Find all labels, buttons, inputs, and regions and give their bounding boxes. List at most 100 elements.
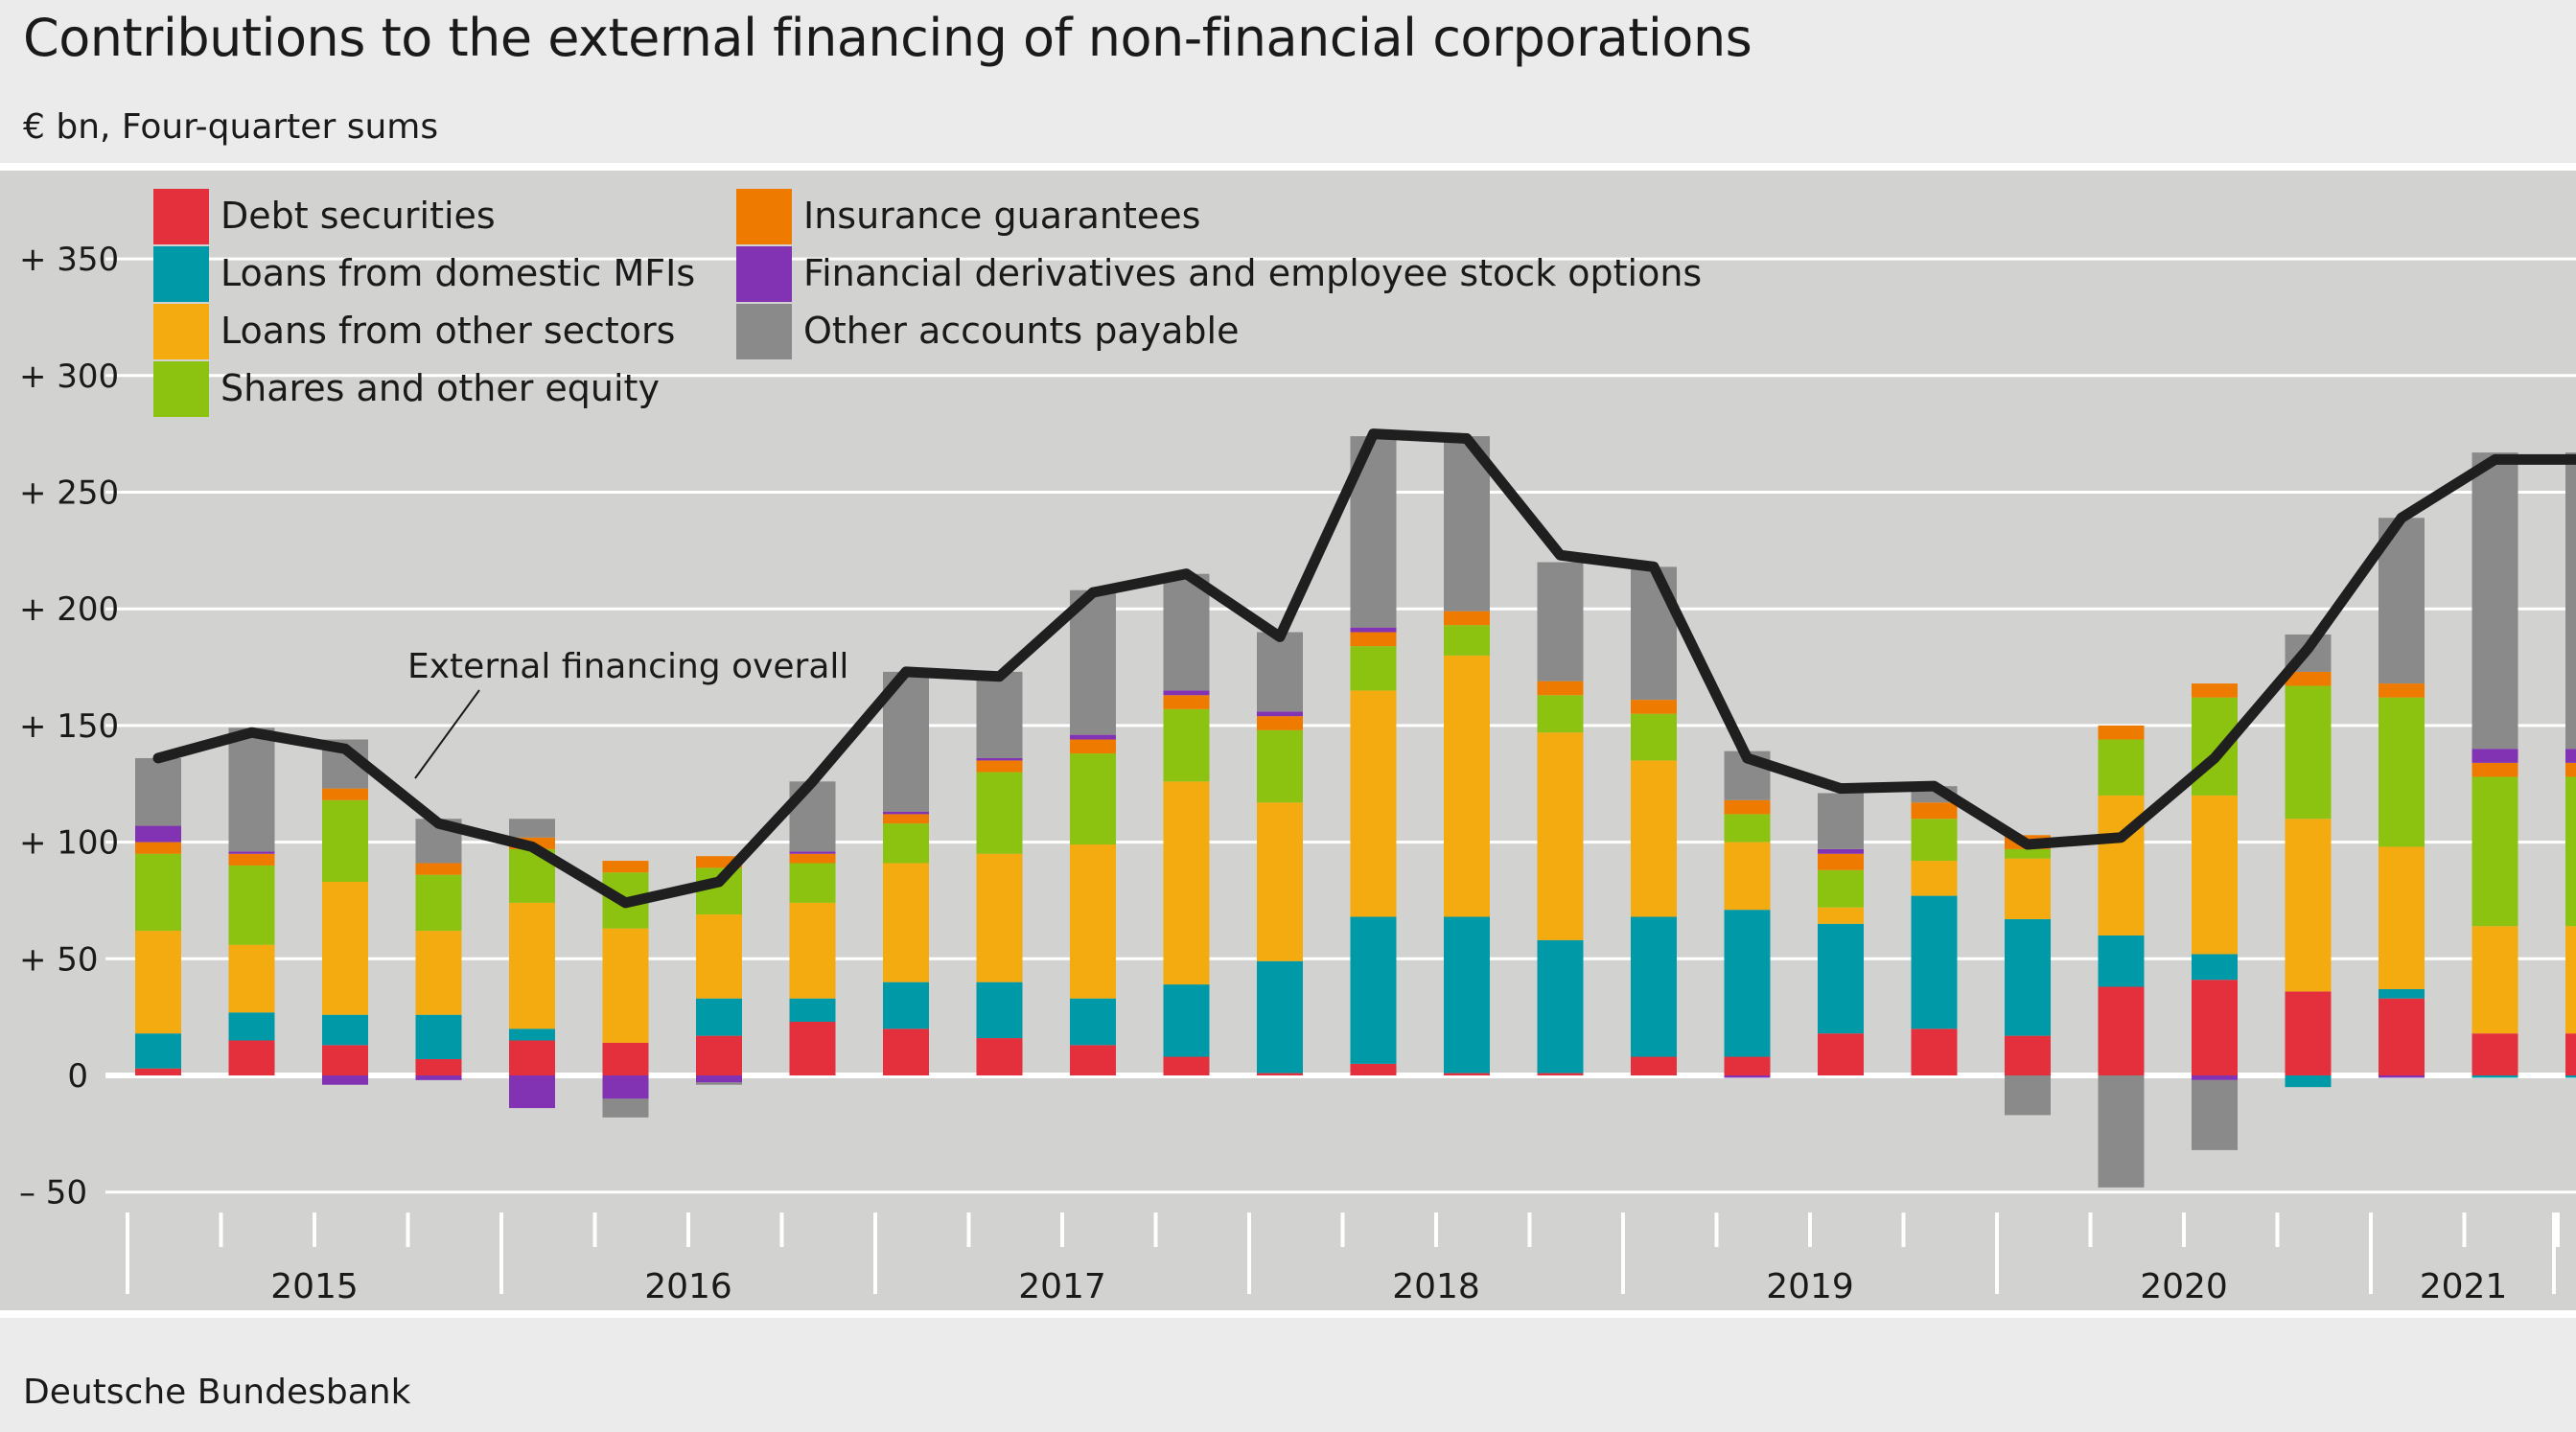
bar-segment-shares_equity: [883, 823, 929, 864]
bar-segment-other_accounts_payable: [135, 757, 181, 826]
bar-segment-loans_other_sectors: [2005, 858, 2051, 919]
bar-segment-loans_domestic_mfis: [322, 1014, 368, 1046]
bar-segment-debt_securities: [2005, 1035, 2051, 1075]
legend-label-loans_domestic_mfis: Loans from domestic MFIs: [220, 252, 695, 294]
bar-segment-loans_other_sectors: [2565, 926, 2576, 1034]
bar-segment-loans_other_sectors: [976, 853, 1023, 982]
bar-segment-financial_derivatives: [602, 1075, 649, 1099]
bar-segment-insurance_guarantees: [2565, 762, 2576, 777]
bar-segment-loans_domestic_mfis: [789, 998, 836, 1023]
bar-segment-debt_securities: [976, 1038, 1023, 1075]
bar-segment-financial_derivatives: [1163, 690, 1210, 696]
bar-segment-shares_equity: [1350, 646, 1397, 691]
bar-segment-financial_derivatives: [135, 825, 181, 843]
bar-segment-loans_domestic_mfis: [1818, 923, 1864, 1034]
bar-segment-debt_securities: [883, 1028, 929, 1075]
bar-segment-loans_other_sectors: [789, 902, 836, 999]
line-annotation-label: External financing overall: [407, 647, 848, 686]
bar-segment-loans_other_sectors: [2285, 819, 2332, 992]
bar-segment-financial_derivatives: [1070, 734, 1116, 740]
bar-segment-insurance_guarantees: [1444, 611, 1490, 626]
bar-segment-loans_other_sectors: [1257, 802, 1303, 961]
bar-segment-shares_equity: [1444, 625, 1490, 656]
bar-segment-debt_securities: [1444, 1073, 1490, 1075]
bar-segment-debt_securities: [602, 1042, 649, 1075]
bar-segment-financial_derivatives: [228, 851, 275, 854]
bar-segment-loans_domestic_mfis: [2098, 935, 2145, 987]
bar-segment-debt_securities: [135, 1068, 181, 1075]
bar-segment-debt_securities: [2472, 1033, 2518, 1075]
bar-segment-shares_equity: [789, 863, 836, 903]
bar-segment-loans_domestic_mfis: [2285, 1075, 2332, 1088]
x-year-label: 2021: [2420, 1267, 2508, 1306]
bar-segment-debt_securities: [1818, 1033, 1864, 1075]
bar-segment-loans_domestic_mfis: [2565, 1075, 2576, 1078]
bar-segment-insurance_guarantees: [1818, 853, 1864, 870]
bar-segment-insurance_guarantees: [415, 863, 462, 875]
bar-segment-financial_derivatives: [976, 757, 1023, 761]
bar-segment-shares_equity: [2565, 776, 2576, 927]
x-year-label: 2019: [1766, 1267, 1854, 1306]
bar-segment-shares_equity: [2472, 776, 2518, 927]
bar-segment-shares_equity: [2098, 739, 2145, 796]
bar-segment-financial_derivatives: [1257, 711, 1303, 717]
legend-label-financial_derivatives: Financial derivatives and employee stock…: [803, 252, 1702, 294]
chart-subtitle: € bn, Four-quarter sums: [23, 107, 439, 147]
bar-segment-debt_securities: [415, 1058, 462, 1075]
bar-segment-financial_derivatives: [2472, 749, 2518, 763]
bar-segment-shares_equity: [2285, 685, 2332, 820]
bar-segment-loans_other_sectors: [1631, 760, 1677, 917]
bar-segment-loans_other_sectors: [2192, 795, 2238, 955]
x-year-label: 2015: [270, 1267, 359, 1306]
bar-segment-shares_equity: [1631, 713, 1677, 761]
bar-segment-financial_derivatives: [1724, 1075, 1771, 1078]
bar-segment-other_accounts_payable: [2472, 452, 2518, 750]
bar-segment-other_accounts_payable: [696, 1082, 742, 1085]
legend-swatch-loans_domestic_mfis: [153, 246, 209, 302]
bar-segment-loans_other_sectors: [2379, 846, 2425, 989]
bar-segment-loans_domestic_mfis: [1631, 916, 1677, 1057]
bar-segment-financial_derivatives: [1818, 848, 1864, 854]
bar-segment-loans_domestic_mfis: [2472, 1075, 2518, 1078]
legend-swatch-loans_other_sectors: [153, 304, 209, 359]
bar-segment-financial_derivatives: [2192, 1075, 2238, 1080]
bar-segment-debt_securities: [789, 1022, 836, 1075]
legend-label-loans_other_sectors: Loans from other sectors: [220, 310, 675, 352]
bar-segment-loans_domestic_mfis: [135, 1033, 181, 1069]
bar-segment-insurance_guarantees: [976, 760, 1023, 773]
bar-segment-shares_equity: [1257, 729, 1303, 803]
bar-segment-debt_securities: [1724, 1056, 1771, 1075]
x-year-label: 2016: [644, 1267, 732, 1306]
bar-segment-loans_other_sectors: [1724, 842, 1771, 911]
bar-segment-shares_equity: [1070, 753, 1116, 845]
bar-segment-insurance_guarantees: [1537, 681, 1584, 696]
bar-segment-shares_equity: [976, 772, 1023, 854]
bar-segment-insurance_guarantees: [1350, 632, 1397, 647]
bar-segment-debt_securities: [1631, 1056, 1677, 1075]
bar-segment-shares_equity: [415, 874, 462, 932]
bar-segment-shares_equity: [228, 865, 275, 945]
bar-segment-loans_other_sectors: [415, 931, 462, 1015]
bar-segment-other_accounts_payable: [1631, 566, 1677, 701]
bar-segment-financial_derivatives: [322, 1075, 368, 1085]
bar-segment-debt_securities: [1257, 1073, 1303, 1075]
bar-segment-debt_securities: [2098, 986, 2145, 1075]
bar-segment-insurance_guarantees: [602, 861, 649, 873]
bar-segment-shares_equity: [135, 853, 181, 932]
legend-label-insurance_guarantees: Insurance guarantees: [803, 195, 1200, 237]
bar-segment-shares_equity: [1163, 708, 1210, 782]
bar-segment-debt_securities: [228, 1040, 275, 1075]
legend-swatch-other_accounts_payable: [736, 304, 792, 359]
bar-segment-insurance_guarantees: [1631, 700, 1677, 714]
bar-segment-other_accounts_payable: [509, 819, 555, 838]
x-year-label: 2017: [1018, 1267, 1106, 1306]
y-tick-label: + 200: [19, 590, 119, 629]
bar-segment-financial_derivatives: [2565, 749, 2576, 763]
bar-segment-loans_other_sectors: [2098, 795, 2145, 935]
legend-swatch-shares_equity: [153, 361, 209, 417]
legend-label-other_accounts_payable: Other accounts payable: [803, 310, 1239, 352]
bar-segment-insurance_guarantees: [228, 853, 275, 866]
bar-segment-shares_equity: [1818, 869, 1864, 908]
bar-segment-financial_derivatives: [696, 1075, 742, 1083]
bar-segment-loans_other_sectors: [322, 881, 368, 1015]
